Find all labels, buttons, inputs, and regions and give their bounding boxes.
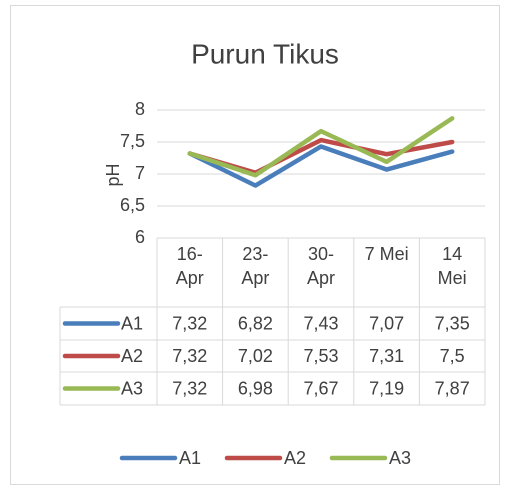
x-tick-label-box: 16-Apr <box>175 244 204 288</box>
legend-label: A1 <box>179 448 201 468</box>
x-tick-label-box: 7 Mei <box>364 244 409 264</box>
data-label: 7,5 <box>440 346 465 366</box>
data-label: 7,19 <box>369 378 404 398</box>
table-series-name: A2 <box>121 346 143 366</box>
y-tick-label: 7 <box>135 163 145 183</box>
x-tick-label: 14 Mei <box>437 244 467 288</box>
data-label: 7,07 <box>369 313 404 333</box>
table-series-name: A1 <box>121 313 143 333</box>
x-tick-label-box: 30-Apr <box>306 244 335 288</box>
x-tick-label-box: 14 Mei <box>437 244 467 288</box>
table-series-name: A3 <box>121 378 143 398</box>
x-tick-label: 30-Apr <box>306 244 335 288</box>
x-tick-label: 7 Mei <box>364 244 409 264</box>
data-label: 7,32 <box>172 346 207 366</box>
data-label: 7,67 <box>303 378 338 398</box>
series-line <box>187 144 455 188</box>
y-tick-label: 8 <box>135 99 145 119</box>
series-line <box>187 116 455 178</box>
data-label: 7,32 <box>172 313 207 333</box>
data-label: 7,02 <box>238 346 273 366</box>
data-label: 6,82 <box>238 313 273 333</box>
x-tick-label: 23-Apr <box>241 244 270 288</box>
data-label: 7,35 <box>435 313 470 333</box>
data-label: 7,32 <box>172 378 207 398</box>
legend-label: A2 <box>284 448 306 468</box>
chart-title: Purun Tikus <box>191 38 339 69</box>
data-label: 7,87 <box>435 378 470 398</box>
data-label: 7,31 <box>369 346 404 366</box>
y-tick-label: 7,5 <box>120 131 145 151</box>
legend-label: A3 <box>389 448 411 468</box>
x-tick-label-box: 23-Apr <box>241 244 270 288</box>
x-tick-label: 16-Apr <box>175 244 204 288</box>
data-label: 7,43 <box>303 313 338 333</box>
y-tick-label: 6 <box>135 227 145 247</box>
y-axis-label: pH <box>103 163 123 186</box>
y-tick-label: 6,5 <box>120 195 145 215</box>
data-label: 6,98 <box>238 378 273 398</box>
data-label: 7,53 <box>303 346 338 366</box>
